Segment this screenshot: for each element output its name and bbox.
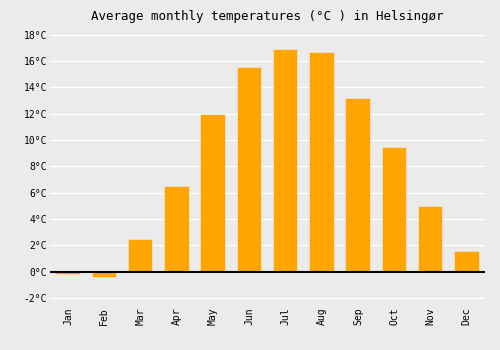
Bar (419, 207, 442, 272)
Bar (455, 252, 478, 272)
Bar (382, 148, 406, 272)
Bar (92, 272, 116, 277)
Bar (274, 50, 297, 272)
Bar (165, 187, 188, 272)
Bar (238, 68, 261, 272)
Bar (56, 272, 80, 274)
Bar (346, 99, 370, 272)
Bar (202, 115, 225, 272)
Bar (310, 53, 334, 272)
Title: Average monthly temperatures (°C ) in Helsingør: Average monthly temperatures (°C ) in He… (91, 10, 444, 23)
Bar (129, 240, 152, 272)
